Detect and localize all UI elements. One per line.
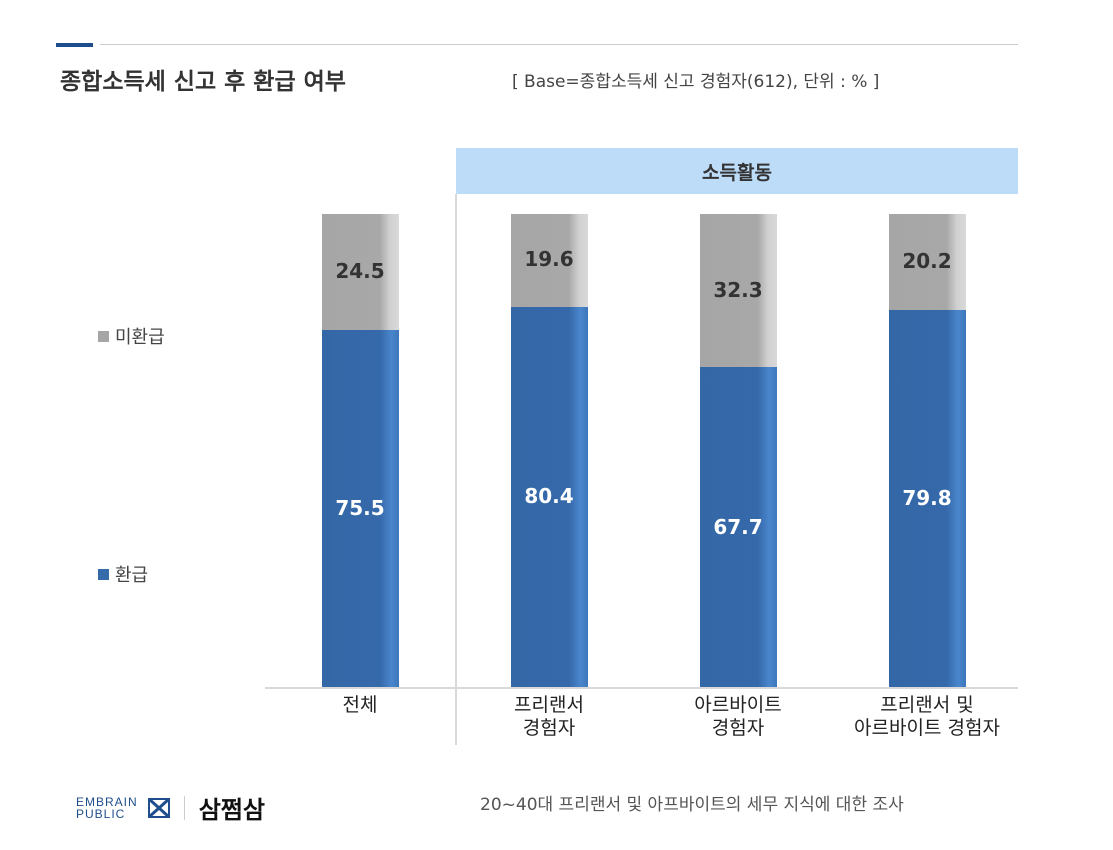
- category-label: 아르바이트 경험자: [694, 694, 782, 739]
- bar-stack: 75.5 24.5: [321, 214, 399, 688]
- bar-refunded: 67.7: [699, 367, 777, 688]
- title-accent: [56, 43, 93, 47]
- legend-label: 환급: [115, 565, 149, 586]
- bar-not-refunded: 20.2: [888, 214, 966, 310]
- survey-title: 20~40대 프리랜서 및 아프바이트의 세무 지식에 대한 조사: [480, 795, 904, 815]
- data-label: 20.2: [902, 248, 952, 273]
- bar-stack: 67.7 32.3: [699, 214, 777, 688]
- bar-refunded: 75.5: [321, 330, 399, 688]
- group-separator: [455, 194, 457, 745]
- embrain-mark-icon: [147, 797, 170, 818]
- group-label: 소득활동: [702, 161, 772, 184]
- data-label: 67.7: [713, 514, 763, 539]
- data-label: 75.5: [335, 496, 385, 521]
- bar-refunded: 79.8: [888, 309, 966, 688]
- data-label: 32.3: [713, 277, 763, 302]
- data-label: 79.8: [902, 485, 952, 510]
- data-label: 24.5: [335, 259, 385, 284]
- data-label: 80.4: [524, 484, 574, 509]
- x-axis-line: [265, 687, 1018, 689]
- bar-not-refunded: 19.6: [510, 214, 588, 307]
- legend-label: 미환급: [115, 327, 165, 348]
- base-note: [ Base=종합소득세 신고 경험자(612), 단위 : % ]: [512, 72, 880, 92]
- embrain-logo: EMBRAIN PUBLIC 삼쩜삼: [76, 790, 265, 825]
- brand-logo: 삼쩜삼: [198, 796, 265, 824]
- bar-refunded: 80.4: [510, 306, 588, 688]
- top-divider: [100, 44, 1018, 45]
- bar-not-refunded: 24.5: [321, 214, 399, 331]
- page-title: 종합소득세 신고 후 환급 여부: [60, 69, 346, 95]
- legend-swatch-icon: [98, 330, 109, 342]
- legend-item-refunded: 환급: [98, 561, 148, 587]
- bar-stack: 79.8 20.2: [888, 214, 966, 688]
- group-header: 소득활동: [456, 148, 1018, 194]
- bar-not-refunded: 32.3: [699, 214, 777, 368]
- data-label: 19.6: [524, 247, 574, 272]
- legend-swatch-icon: [98, 568, 109, 580]
- logo-text-2: PUBLIC: [76, 806, 126, 821]
- category-label: 전체: [342, 694, 378, 716]
- legend-item-not-refunded: 미환급: [98, 323, 165, 349]
- category-label: 프리랜서 및 아르바이트 경험자: [854, 694, 1000, 739]
- logo-text-1: EMBRAIN: [76, 794, 138, 809]
- bar-stack: 80.4 19.6: [510, 214, 588, 688]
- category-label: 프리랜서 경험자: [514, 694, 584, 739]
